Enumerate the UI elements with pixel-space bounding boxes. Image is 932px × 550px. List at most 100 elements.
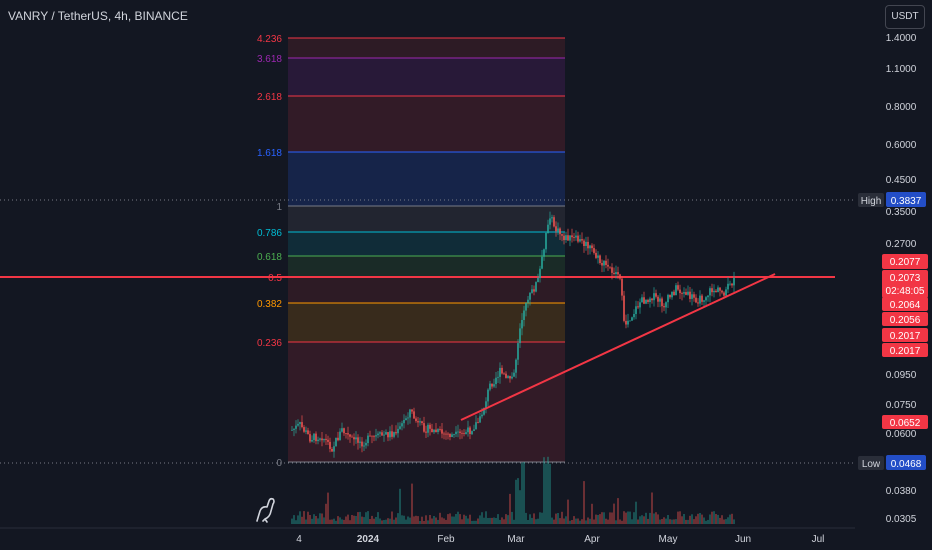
candle-body — [303, 427, 305, 432]
candle-body — [359, 441, 361, 443]
candle-body — [611, 267, 613, 273]
volume-bar — [449, 513, 451, 524]
candle-body — [617, 272, 619, 275]
volume-bar — [679, 511, 681, 524]
volume-bars — [291, 456, 735, 524]
volume-bar — [353, 515, 355, 524]
candle-body — [585, 241, 587, 246]
candle-body — [503, 373, 505, 375]
candle-body — [467, 427, 469, 433]
volume-bar — [723, 519, 725, 524]
candle-body — [501, 367, 503, 374]
candle-body — [321, 438, 323, 441]
volume-bar — [481, 512, 483, 524]
volume-bar — [451, 516, 453, 524]
volume-bar — [607, 519, 609, 524]
candle-body — [527, 299, 529, 303]
candle-body — [537, 277, 539, 283]
volume-bar — [569, 520, 571, 524]
price-badge: 0.0652 — [890, 418, 921, 429]
volume-bar — [535, 519, 537, 524]
volume-bar — [465, 515, 467, 524]
volume-bar — [401, 515, 403, 524]
candle-body — [299, 422, 301, 424]
candle-body — [519, 328, 521, 344]
volume-bar — [457, 511, 459, 524]
candle-body — [697, 302, 699, 304]
volume-bar — [715, 514, 717, 524]
candle-body — [409, 409, 411, 418]
candle-body — [425, 431, 427, 433]
volume-bar — [545, 463, 547, 524]
candle-body — [421, 421, 423, 423]
last-price-badge: 0.2073 — [890, 273, 921, 284]
candle-body — [513, 372, 515, 377]
volume-bar — [615, 520, 617, 524]
candle-body — [305, 430, 307, 432]
candle-body — [493, 384, 495, 387]
time-tick: 4 — [296, 534, 302, 545]
fib-label-0382: 0.382 — [257, 299, 282, 310]
candle-body — [609, 266, 611, 268]
candle-body — [439, 429, 441, 430]
candle-body — [455, 431, 457, 435]
volume-bar — [627, 511, 629, 524]
candle-body — [653, 293, 655, 301]
volume-bar — [421, 516, 423, 524]
price-tick: 1.1000 — [886, 64, 917, 75]
volume-bar — [317, 518, 319, 524]
volume-bar — [581, 519, 583, 524]
volume-bar — [391, 511, 393, 524]
volume-bar — [557, 513, 559, 524]
candle-body — [677, 285, 679, 290]
volume-bar — [505, 514, 507, 524]
currency-button[interactable]: USDT — [885, 5, 925, 29]
price-badge: 0.2017 — [890, 331, 921, 342]
volume-bar — [315, 516, 317, 524]
volume-bar — [463, 514, 465, 524]
volume-bar — [631, 519, 633, 524]
candle-body — [375, 435, 377, 437]
candle-body — [459, 431, 461, 433]
volume-bar — [435, 517, 437, 524]
volume-bar — [479, 515, 481, 524]
fib-retracement[interactable]: 4.236 3.618 2.618 1.618 1 0.786 0.618 0.… — [257, 34, 565, 469]
volume-bar — [693, 519, 695, 524]
volume-bar — [325, 503, 327, 524]
ascending-trendline[interactable] — [460, 273, 776, 421]
candle-body — [471, 431, 473, 435]
candle-body — [649, 298, 651, 302]
volume-bar — [595, 514, 597, 524]
volume-bar — [623, 511, 625, 524]
fib-label-1: 1 — [276, 202, 282, 213]
candle-body — [571, 235, 573, 238]
candle-body — [517, 343, 519, 360]
candle-body — [665, 302, 667, 308]
candle-body — [343, 428, 345, 434]
candle-body — [631, 317, 633, 321]
candle-body — [579, 239, 581, 242]
fib-label-3618: 3.618 — [257, 54, 282, 65]
volume-bar — [609, 512, 611, 524]
volume-bar — [559, 518, 561, 524]
candle-body — [413, 411, 415, 419]
volume-bar — [651, 492, 653, 524]
candle-body — [645, 299, 647, 304]
candle-body — [601, 263, 603, 266]
fib-label-4236: 4.236 — [257, 34, 282, 45]
candle-body — [453, 434, 455, 435]
volume-bar — [429, 515, 431, 524]
candle-body — [509, 376, 511, 379]
volume-bar — [541, 512, 543, 524]
volume-bar — [597, 515, 599, 524]
volume-bar — [367, 511, 369, 524]
candle-body — [515, 359, 517, 373]
volume-bar — [387, 518, 389, 524]
volume-bar — [531, 517, 533, 524]
price-tick: 0.0750 — [886, 400, 917, 411]
candle-body — [563, 235, 565, 241]
time-tick: Jul — [812, 534, 825, 545]
time-tick: Apr — [584, 534, 600, 545]
volume-bar — [711, 511, 713, 524]
